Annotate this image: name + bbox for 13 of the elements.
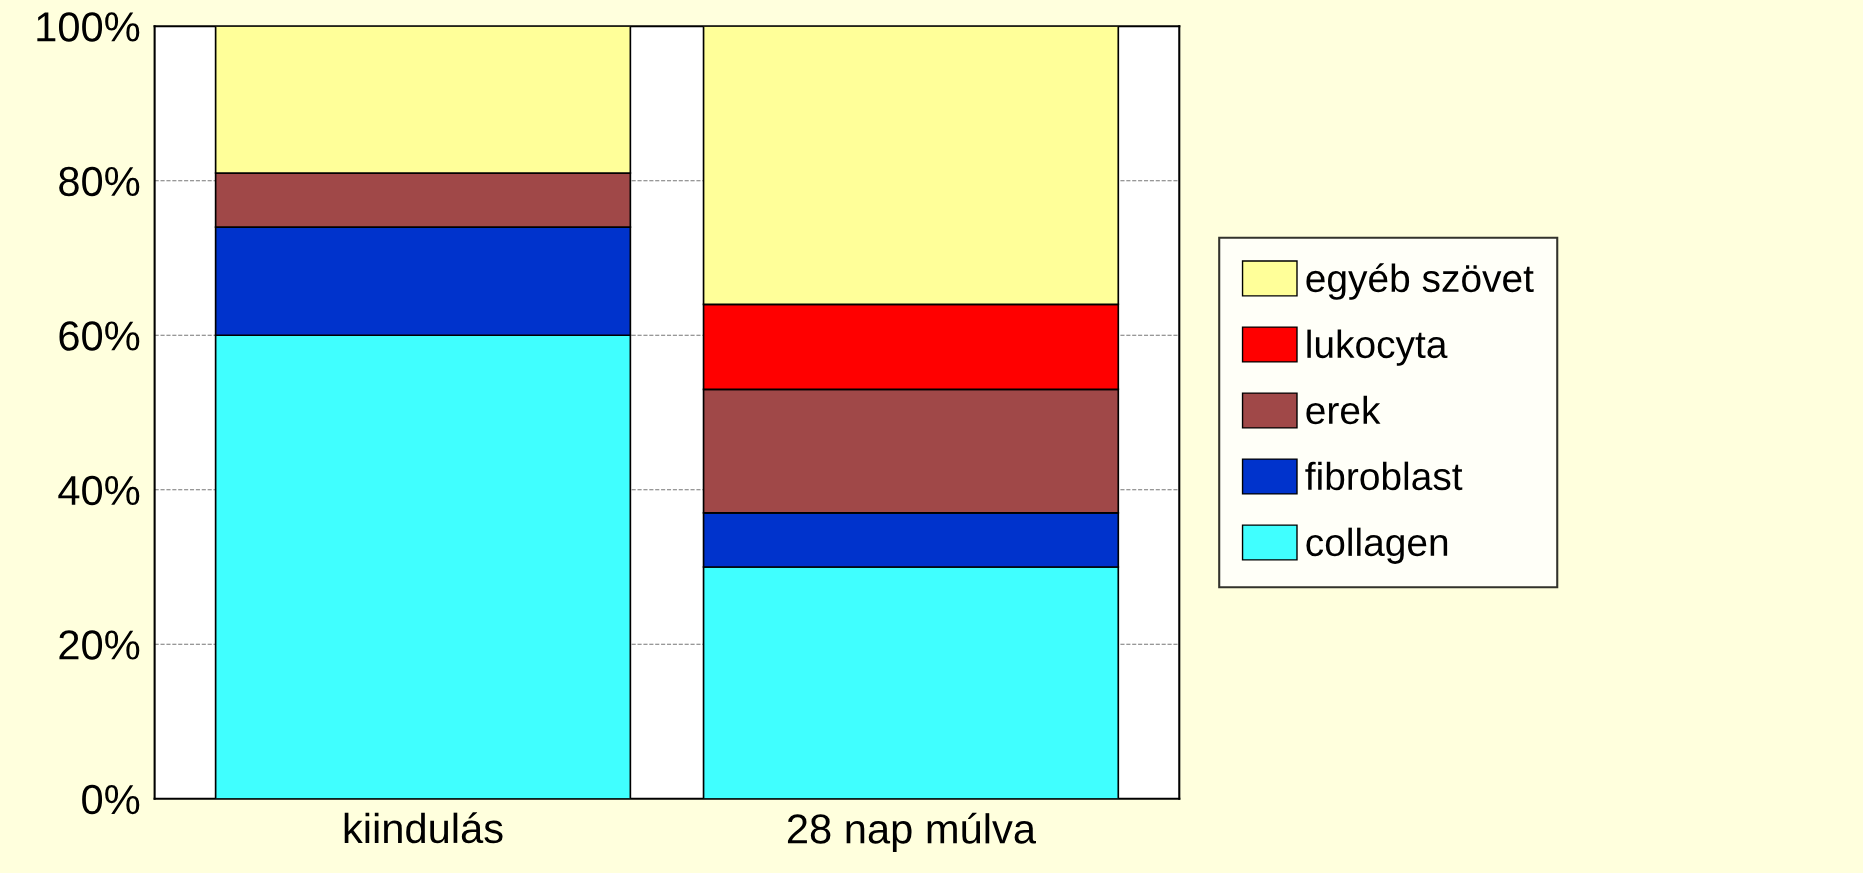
y-tick-label: 0% bbox=[82, 784, 140, 815]
legend-label: fibroblast bbox=[1305, 461, 1463, 491]
y-tick-label: 100% bbox=[37, 12, 140, 42]
y-tick-label: 80% bbox=[59, 166, 140, 197]
x-tick-label: kiindulás bbox=[344, 812, 503, 844]
legend-label: egyéb szövet bbox=[1306, 263, 1534, 300]
x-tick-label: 28 nap múlva bbox=[787, 812, 1037, 853]
legend-label: collagen bbox=[1306, 527, 1448, 564]
legend-label: erek bbox=[1306, 395, 1381, 425]
y-tick-label: 20% bbox=[59, 630, 140, 660]
y-tick-label: 60% bbox=[59, 321, 140, 351]
y-tick-label: 40% bbox=[58, 475, 140, 506]
legend-label: lukocyta bbox=[1307, 329, 1448, 366]
